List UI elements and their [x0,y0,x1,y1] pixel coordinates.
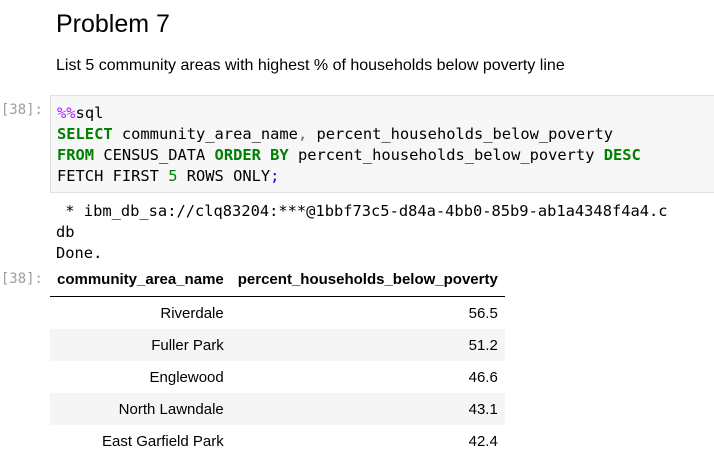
poverty-percent-cell: 51.2 [230,329,505,361]
code-token: CENSUS_DATA [94,146,215,164]
code-token: , [297,125,308,143]
code-token: percent_households_below_poverty [307,125,613,143]
code-token: sql [75,104,104,122]
poverty-percent-cell: 46.6 [468,368,498,386]
table-row: Riverdale 56.5 [50,297,505,330]
input-prompt: [38]: [0,102,43,118]
execution-output-text: * ibm_db_sa://clq83204:***@1bbf73c5-d84a… [56,202,668,262]
code-token: percent_households_below_poverty [288,146,604,164]
poverty-percent-cell: 42.4 [468,432,498,450]
code-token: community_area_name [112,125,298,143]
community-area-cell: Fuller Park [50,329,231,361]
community-area-cell: Englewood [149,368,224,386]
table-row: Englewood 46.6 [50,361,505,393]
code-token: FROM [57,146,95,164]
community-area-cell: Riverdale [160,304,224,322]
column-header-percent-households-below-poverty: percent_households_below_poverty [230,264,505,297]
code-token: DESC [603,146,641,164]
code-token: 5 [168,167,178,185]
code-token: FETCH FIRST [57,167,169,185]
query-result-table: community_area_name percent_households_b… [50,264,505,457]
code-token: %% [57,104,76,122]
code-token: SELECT [57,125,113,143]
community-area-cell: North Lawndale [50,393,231,425]
table-row: East Garfield Park 42.4 [50,425,505,457]
code-token: ; [270,167,280,185]
sql-code-editor[interactable]: %%sql SELECT community_area_name, percen… [51,96,714,187]
table-row: Fuller Park 51.2 [50,329,505,361]
table-header-row: community_area_name percent_households_b… [50,264,505,297]
problem-description: List 5 community areas with highest % of… [56,57,565,74]
poverty-percent-cell: 43.1 [230,393,505,425]
poverty-percent-cell: 56.5 [468,304,498,322]
sql-code-cell[interactable]: %%sql SELECT community_area_name, percen… [50,95,714,193]
problem-heading: Problem 7 [56,10,170,38]
output-prompt: [38]: [0,271,43,287]
column-header-community-area-name: community_area_name [50,264,231,297]
code-token: ORDER BY [214,146,289,164]
code-token: ROWS ONLY [177,167,271,185]
table-row: North Lawndale 43.1 [50,393,505,425]
community-area-cell: East Garfield Park [102,432,224,450]
